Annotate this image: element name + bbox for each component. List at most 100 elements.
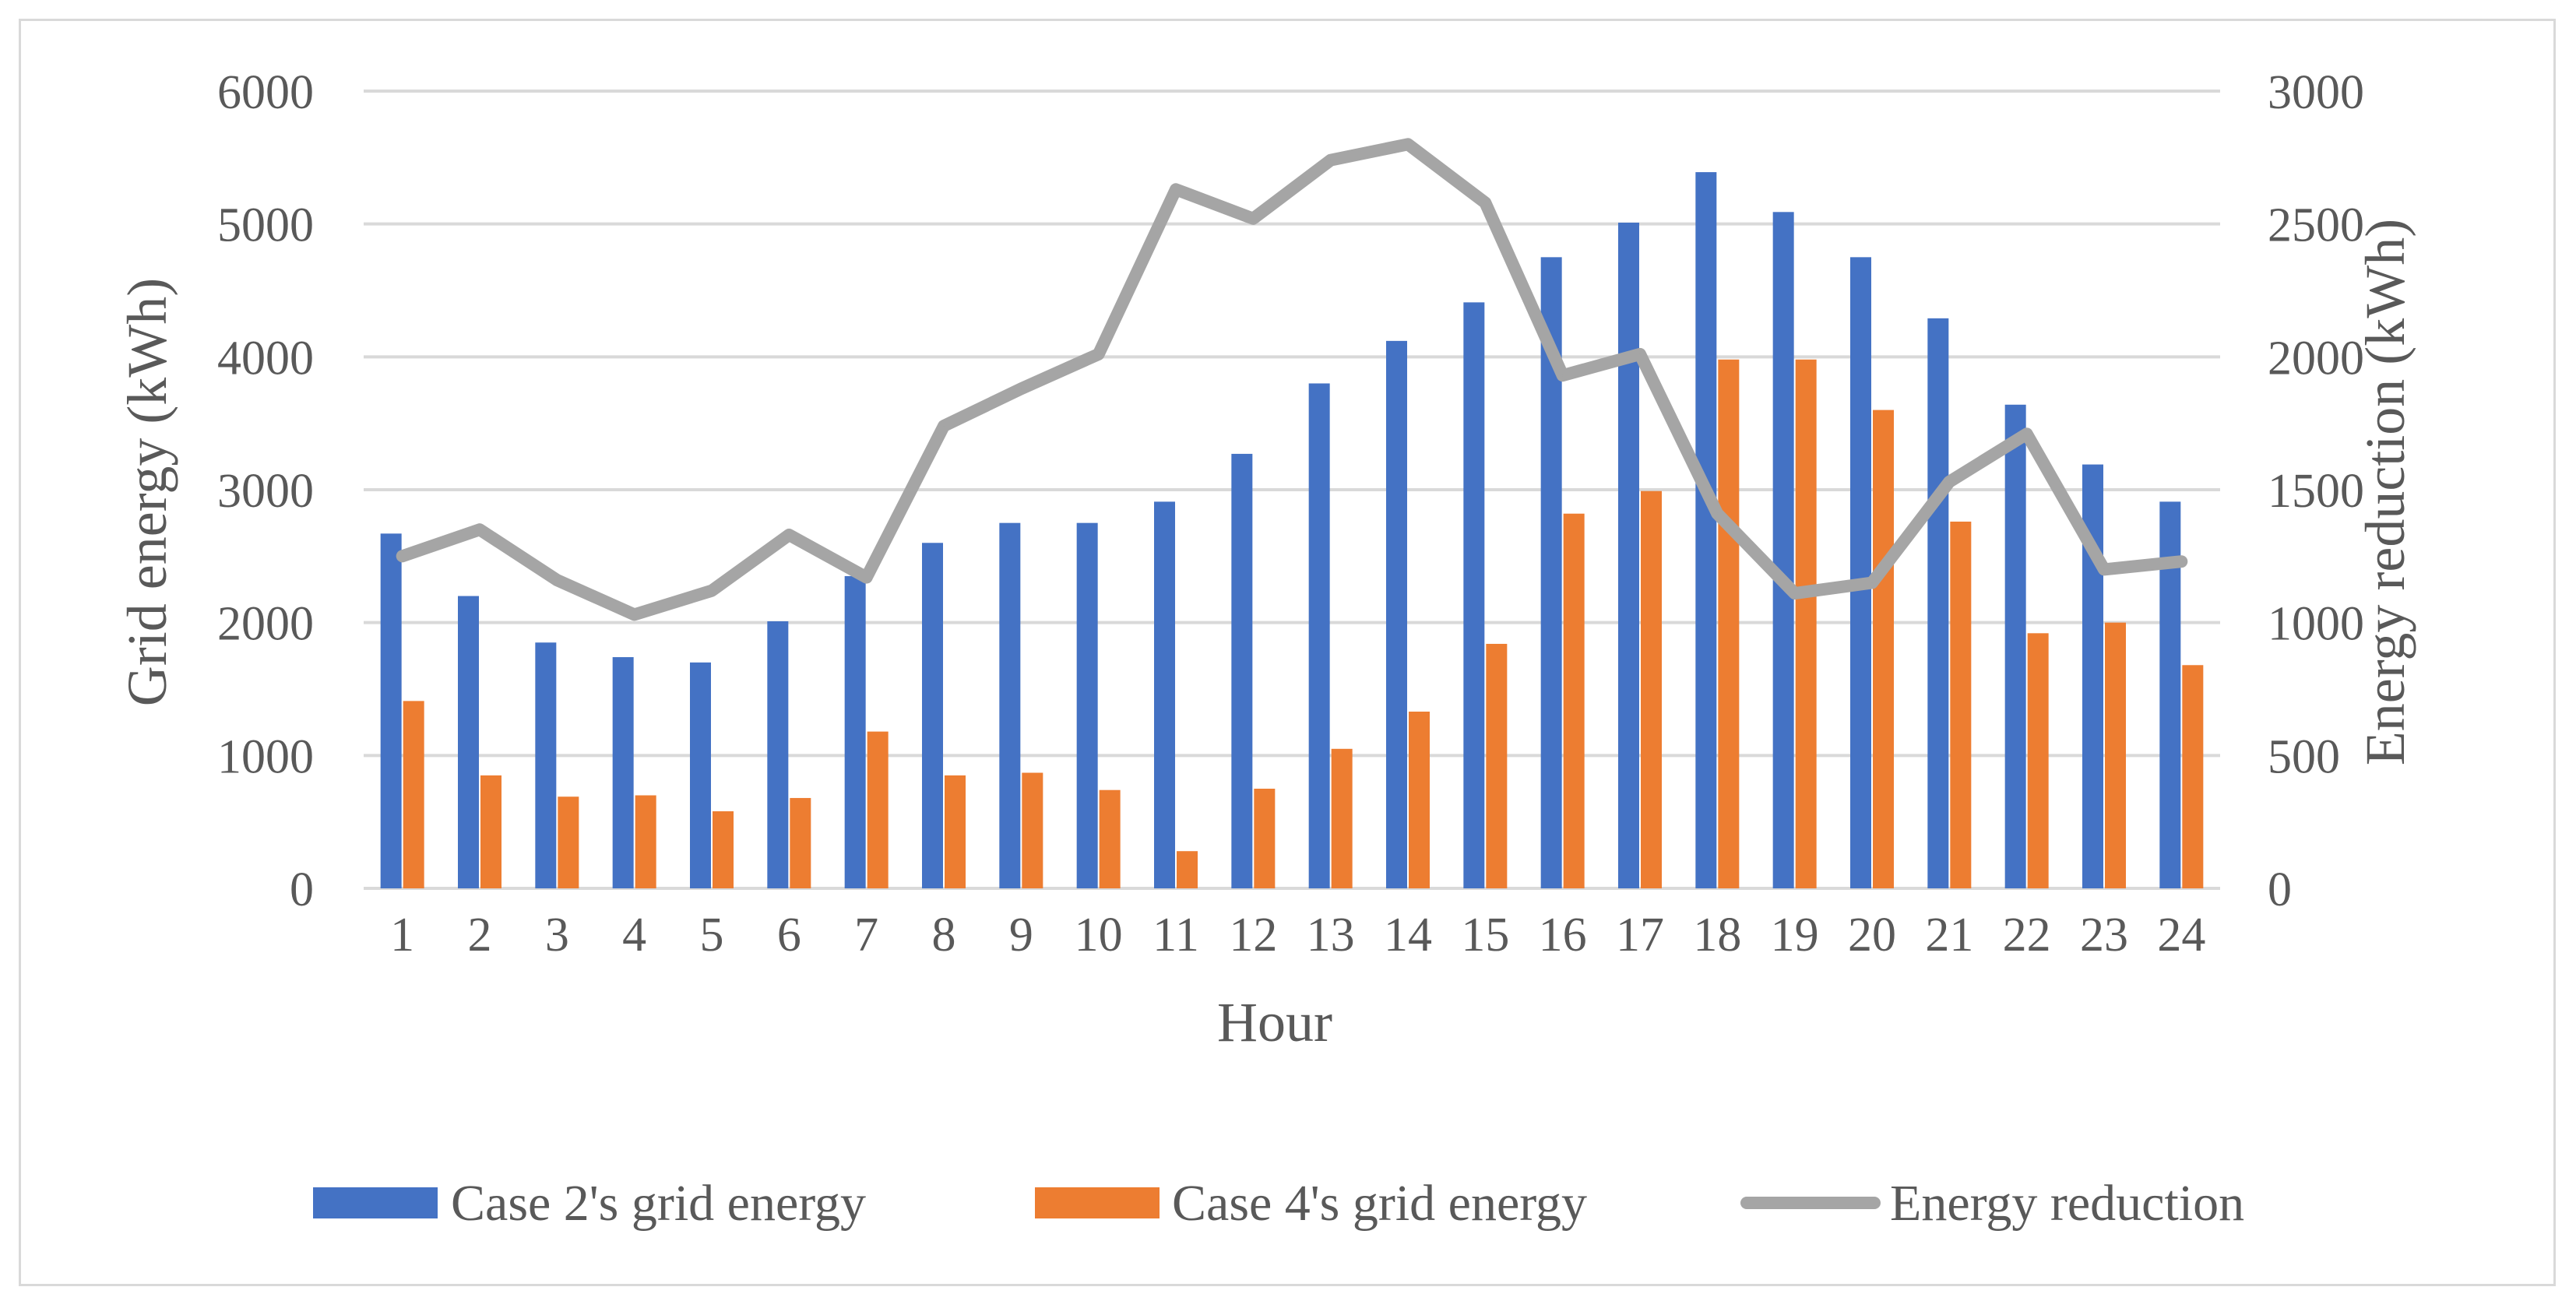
x-tick-label: 7 — [854, 909, 878, 962]
bar-case4 — [1486, 643, 1508, 888]
bar-case4 — [1563, 513, 1585, 888]
line-point-energy-reduction — [1175, 188, 1177, 191]
line-point-energy-reduction — [943, 425, 945, 427]
y-tick-label: 3000 — [217, 465, 314, 518]
bar-case4 — [2105, 622, 2126, 888]
y-tick-label: 2000 — [217, 598, 314, 651]
x-tick-label: 1 — [390, 909, 414, 962]
legend-label-case2: Case 2's grid energy — [451, 1175, 866, 1232]
bar-case4 — [2182, 665, 2204, 888]
x-tick-label: 4 — [622, 909, 646, 962]
x-tick-label: 15 — [1461, 909, 1509, 962]
chart-frame: 0 1000 2000 3000 4000 5000 6000 0 500 1000 1500 200… — [19, 19, 2556, 1286]
legend-item-case4: Case 4's grid energy — [1035, 1175, 1587, 1232]
legend-swatch-case4 — [1035, 1187, 1160, 1218]
line-point-energy-reduction — [556, 579, 558, 582]
y-tick-label: 5000 — [217, 199, 314, 252]
line-point-energy-reduction — [1407, 143, 1409, 146]
x-tick-label: 14 — [1384, 909, 1432, 962]
bar-case4 — [635, 795, 656, 888]
bar-case4 — [1409, 712, 1430, 888]
x-tick-label: 21 — [1925, 909, 1973, 962]
x-tick-label: 19 — [1771, 909, 1819, 962]
bar-case2 — [2004, 404, 2026, 888]
legend: Case 2's grid energy Case 4's grid energ… — [313, 1175, 2244, 1232]
bar-case4 — [867, 731, 889, 888]
line-point-energy-reduction — [1020, 388, 1022, 390]
legend-label-reduction: Energy reduction — [1890, 1175, 2244, 1232]
y2-tick-label: 0 — [2268, 863, 2292, 916]
bar-case2 — [1154, 501, 1175, 888]
bar-case2 — [1386, 340, 1407, 888]
bar-case2 — [458, 596, 479, 888]
x-tick-label: 10 — [1075, 909, 1123, 962]
bar-case2 — [1695, 172, 1717, 888]
y2-tick-label: 500 — [2268, 730, 2340, 783]
bar-case4 — [1795, 359, 1817, 888]
bar-case4 — [1718, 359, 1740, 888]
bar-case2 — [1231, 453, 1253, 888]
line-point-energy-reduction — [865, 576, 867, 578]
bar-case4 — [1254, 789, 1276, 888]
line-point-energy-reduction — [2180, 561, 2183, 563]
y-axis-title: Grid energy (kWh) — [116, 278, 178, 706]
x-tick-label: 11 — [1153, 909, 1199, 962]
tick-labels: 0 1000 2000 3000 4000 5000 6000 0 500 1000 1500 200… — [217, 66, 2364, 962]
bar-case2 — [999, 522, 1021, 888]
y2-tick-label: 1000 — [2268, 598, 2364, 651]
y-tick-label: 0 — [290, 863, 314, 916]
line-point-energy-reduction — [1097, 353, 1100, 355]
bar-case2 — [1076, 522, 1098, 888]
y2-tick-label: 2500 — [2268, 199, 2364, 252]
bar-case2 — [767, 621, 789, 888]
bar-case2 — [612, 657, 634, 888]
bar-case2 — [1927, 318, 1949, 889]
line-point-energy-reduction — [633, 614, 635, 616]
line-point-energy-reduction — [788, 534, 790, 536]
line-point-energy-reduction — [479, 529, 480, 531]
legend-swatch-case2 — [313, 1187, 438, 1218]
y-tick-label: 1000 — [217, 730, 314, 783]
x-tick-label: 12 — [1229, 909, 1277, 962]
x-tick-label: 6 — [777, 909, 801, 962]
line-point-energy-reduction — [1716, 512, 1719, 515]
x-tick-label: 8 — [932, 909, 956, 962]
bar-case2 — [1772, 212, 1794, 889]
bar-case4 — [1177, 851, 1198, 888]
bar-case4 — [1950, 521, 1972, 888]
y-tick-label: 4000 — [217, 332, 314, 385]
x-tick-label: 22 — [2003, 909, 2051, 962]
x-axis-title: Hour — [1217, 991, 1332, 1053]
x-tick-label: 23 — [2080, 909, 2128, 962]
bar-case2 — [922, 543, 943, 888]
x-tick-label: 3 — [545, 909, 569, 962]
bar-case2 — [690, 662, 711, 888]
y2-axis-title: Energy reduction (kWh) — [2354, 219, 2416, 765]
bar-case2 — [1850, 257, 1871, 888]
x-tick-label: 20 — [1848, 909, 1896, 962]
x-tick-label: 16 — [1539, 909, 1587, 962]
bar-case4 — [480, 775, 501, 888]
line-series — [396, 138, 2188, 621]
legend-item-case2: Case 2's grid energy — [313, 1175, 866, 1232]
bar-case2 — [844, 575, 866, 888]
bar-case2 — [1308, 383, 1330, 888]
bar-case4 — [2027, 633, 2049, 888]
bar-case2 — [1463, 302, 1485, 888]
bars — [380, 172, 2204, 889]
line-point-energy-reduction — [1793, 592, 1796, 595]
bar-case4 — [558, 796, 579, 888]
bar-case4 — [1873, 410, 1894, 888]
x-tick-label: 9 — [1009, 909, 1033, 962]
x-tick-label: 5 — [700, 909, 724, 962]
bar-case4 — [790, 797, 811, 888]
x-tick-label: 24 — [2157, 909, 2205, 962]
bar-case4 — [1641, 490, 1662, 888]
x-tick-label: 17 — [1616, 909, 1664, 962]
line-point-energy-reduction — [1484, 202, 1487, 204]
line-point-energy-reduction — [1871, 582, 1873, 584]
line-point-energy-reduction — [2103, 568, 2105, 571]
bar-case2 — [380, 533, 402, 888]
x-tick-label: 13 — [1307, 909, 1355, 962]
x-tick-label: 18 — [1693, 909, 1741, 962]
